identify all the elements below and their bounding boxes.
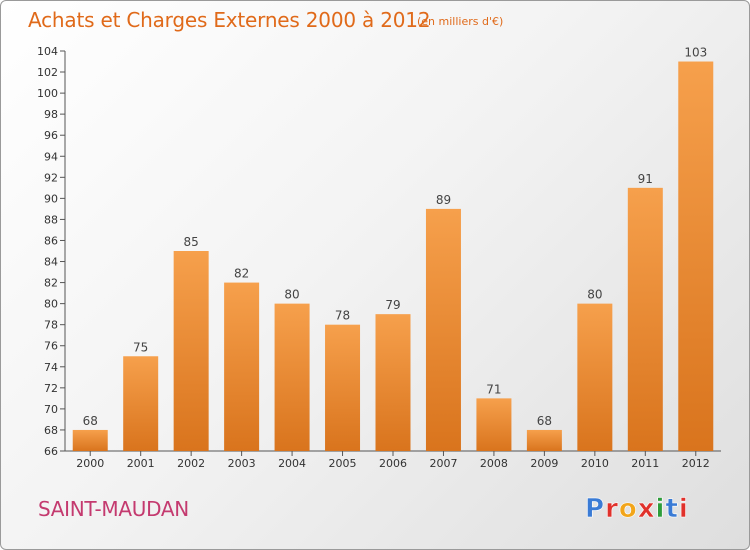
chart-title: Achats et Charges Externes 2000 à 2012 [28, 8, 431, 32]
bar-value-label: 91 [638, 172, 653, 186]
x-tick-label: 2008 [480, 457, 508, 470]
bar [224, 282, 260, 451]
bar-value-label: 80 [587, 288, 602, 302]
y-tick-label: 70 [44, 403, 58, 416]
x-tick-label: 2003 [228, 457, 256, 470]
bar-value-label: 79 [385, 298, 400, 312]
bar [375, 314, 411, 451]
x-tick-label: 2011 [631, 457, 659, 470]
bar-value-label: 85 [184, 235, 199, 249]
bar [123, 356, 159, 451]
bar-value-label: 82 [234, 267, 249, 281]
y-tick-label: 104 [37, 45, 58, 58]
y-tick-label: 78 [44, 319, 58, 332]
y-tick-label: 96 [44, 129, 58, 142]
bar [627, 187, 663, 451]
y-tick-label: 94 [44, 150, 58, 163]
x-tick-label: 2007 [429, 457, 457, 470]
x-tick-label: 2000 [76, 457, 104, 470]
bar [173, 251, 209, 451]
bar [476, 398, 512, 451]
bar [72, 429, 108, 451]
x-tick-label: 2002 [177, 457, 205, 470]
y-tick-label: 92 [44, 171, 58, 184]
y-tick-label: 98 [44, 108, 58, 121]
y-tick-label: 68 [44, 424, 58, 437]
y-tick-label: 90 [44, 192, 58, 205]
bar-value-label: 68 [537, 414, 552, 428]
commune-name: SAINT-MAUDAN [38, 497, 189, 521]
bar [425, 208, 461, 451]
bar-value-label: 78 [335, 309, 350, 323]
bar-value-label: 71 [486, 382, 501, 396]
logo-text: Proxiti [585, 494, 689, 524]
bar-value-label: 80 [284, 288, 299, 302]
y-tick-label: 76 [44, 340, 58, 353]
x-tick-label: 2001 [127, 457, 155, 470]
y-tick-label: 74 [44, 361, 58, 374]
bar [678, 61, 714, 452]
y-tick-label: 72 [44, 382, 58, 395]
y-tick-label: 84 [44, 256, 58, 269]
chart-unit: (en milliers d'€) [417, 15, 504, 28]
x-tick-label: 2010 [581, 457, 609, 470]
bar [526, 429, 562, 451]
y-tick-label: 88 [44, 213, 58, 226]
bar-value-label: 75 [133, 340, 148, 354]
x-tick-label: 2006 [379, 457, 407, 470]
x-tick-label: 2012 [682, 457, 710, 470]
y-tick-label: 82 [44, 277, 58, 290]
x-tick-label: 2009 [530, 457, 558, 470]
bars [72, 61, 714, 452]
proxiti-logo: Proxiti [585, 494, 689, 525]
bar-value-label: 68 [83, 414, 98, 428]
y-tick-label: 80 [44, 298, 58, 311]
bar [274, 303, 310, 451]
axes: 66 68 70 72 74 76 78 80 82 84 86 88 90 92 94 96 98 100 102… [37, 45, 721, 470]
bar-value-label: 89 [436, 193, 451, 207]
x-tick-label: 2004 [278, 457, 306, 470]
y-tick-label: 66 [44, 445, 58, 458]
bar [577, 303, 613, 451]
bar-value-label: 103 [684, 46, 707, 60]
y-tick-label: 86 [44, 234, 58, 247]
bar [325, 324, 361, 451]
data-labels: 68 75 85 82 80 78 79 89 71 68 80 91 103 [83, 46, 708, 428]
x-tick-label: 2005 [329, 457, 357, 470]
y-tick-label: 102 [37, 66, 58, 79]
y-tick-label: 100 [37, 87, 58, 100]
